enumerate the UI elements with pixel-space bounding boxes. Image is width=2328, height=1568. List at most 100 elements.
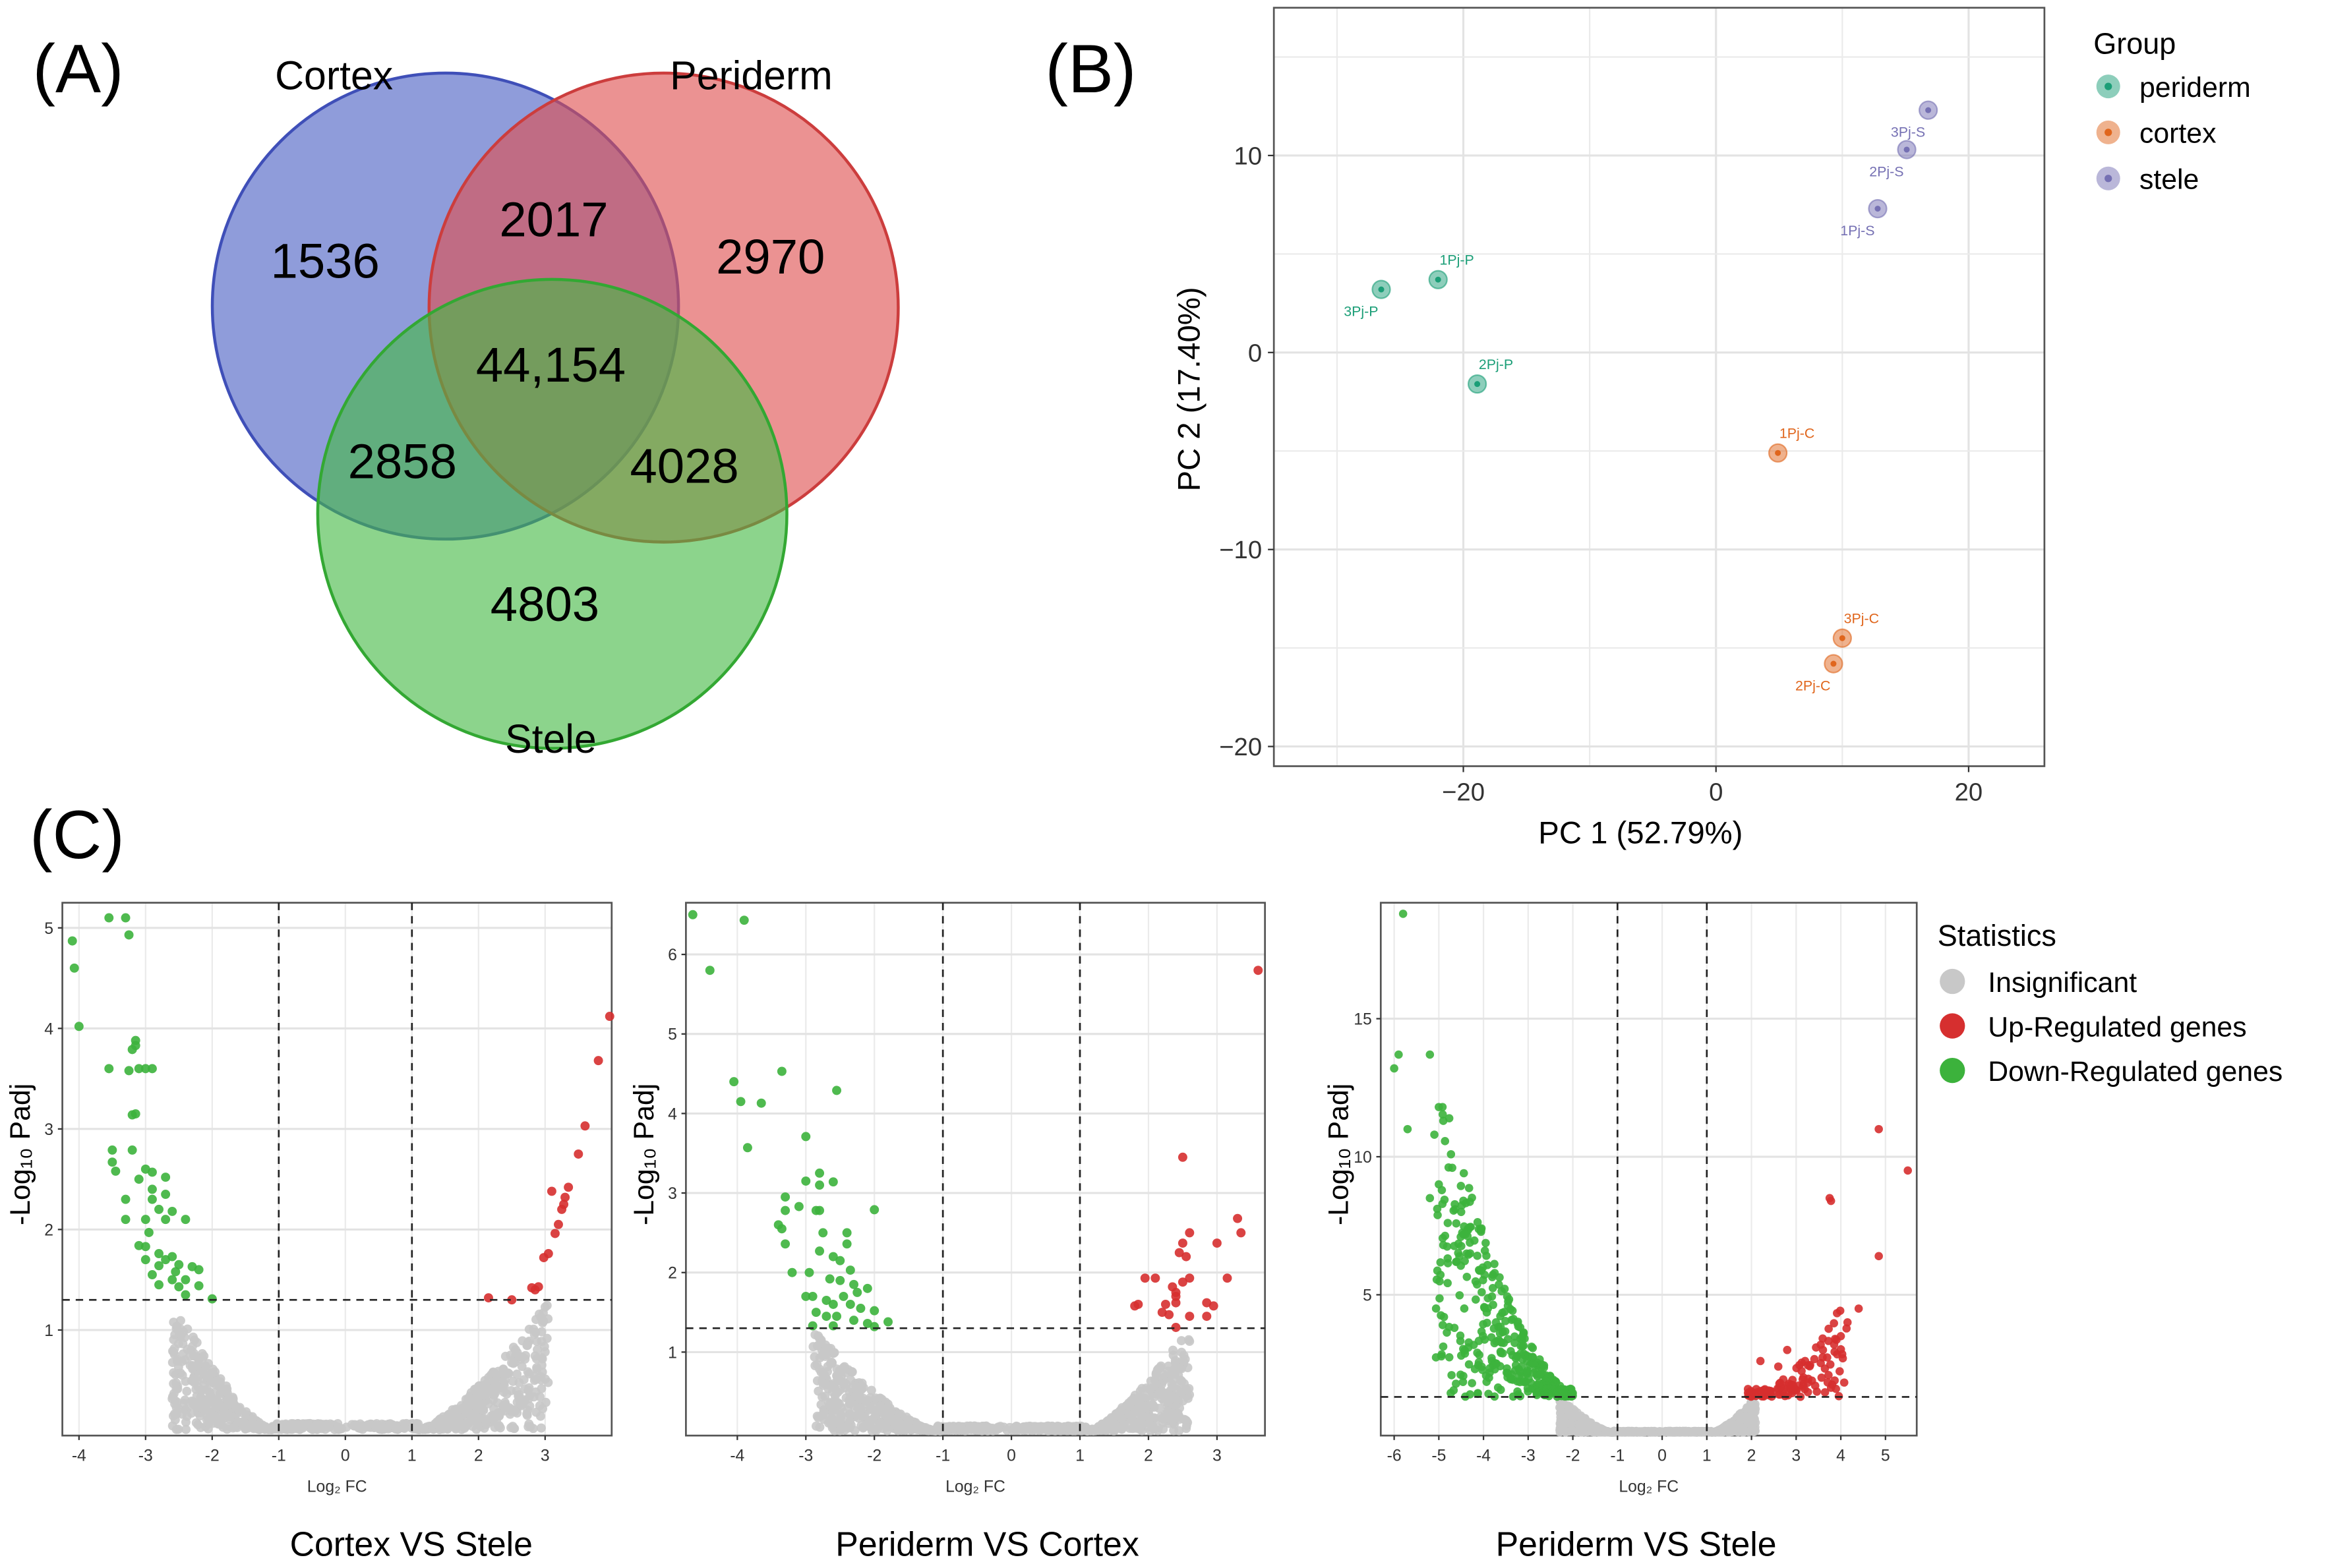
down-regulated-point (1511, 1354, 1520, 1363)
up-regulated-point (1178, 1152, 1187, 1162)
insignificant-point (912, 1421, 922, 1431)
down-regulated-point (1493, 1383, 1503, 1392)
volcano-title: Periderm VS Stele (1496, 1524, 1777, 1563)
insignificant-point (1171, 1394, 1181, 1404)
up-regulated-point (1160, 1300, 1170, 1309)
insignificant-point (1032, 1424, 1042, 1434)
down-regulated-point (1507, 1374, 1515, 1383)
insignificant-point (388, 1420, 398, 1430)
insignificant-point (833, 1401, 843, 1410)
x-tick-label: -1 (936, 1447, 950, 1465)
x-tick-label: 2 (1144, 1447, 1153, 1465)
x-axis-title: Log₂ FC (1619, 1478, 1679, 1496)
down-regulated-point (1479, 1275, 1487, 1285)
down-regulated-point (1513, 1319, 1522, 1328)
down-regulated-point (1456, 1182, 1466, 1190)
insignificant-point (1718, 1426, 1727, 1434)
x-tick-label: -2 (1566, 1447, 1580, 1465)
up-regulated-point (1164, 1310, 1174, 1320)
insignificant-point (525, 1401, 535, 1411)
insignificant-point (175, 1324, 185, 1334)
down-regulated-point (1425, 1194, 1435, 1203)
up-regulated-point (1790, 1384, 1799, 1393)
up-regulated-point (1812, 1343, 1820, 1352)
up-regulated-point (1836, 1306, 1845, 1316)
insignificant-point (182, 1386, 192, 1396)
down-regulated-point (1535, 1355, 1544, 1364)
insignificant-point (1750, 1406, 1758, 1415)
insignificant-point (541, 1397, 551, 1407)
down-regulated-point (1518, 1331, 1527, 1341)
venn-count-periderm-only: 2970 (716, 229, 825, 284)
down-regulated-point (1460, 1346, 1469, 1355)
insignificant-point (224, 1393, 234, 1403)
down-regulated-point (845, 1300, 855, 1309)
up-regulated-point (1854, 1304, 1863, 1313)
insignificant-point (815, 1422, 825, 1432)
down-regulated-point (127, 1145, 137, 1155)
insignificant-point (1137, 1419, 1147, 1429)
insignificant-point (1157, 1386, 1167, 1396)
insignificant-point (1730, 1421, 1739, 1430)
insignificant-point (537, 1337, 547, 1347)
insignificant-point (866, 1385, 876, 1395)
legend-label-periderm: periderm (2139, 72, 2251, 103)
down-regulated-point (1499, 1339, 1508, 1347)
insignificant-point (533, 1345, 543, 1354)
insignificant-point (1185, 1337, 1195, 1347)
down-regulated-point (1445, 1352, 1454, 1362)
down-regulated-point (1449, 1386, 1458, 1395)
down-regulated-point (167, 1206, 177, 1216)
insignificant-point (199, 1395, 209, 1405)
down-regulated-point (1459, 1169, 1468, 1178)
x-tick-label: 0 (1007, 1447, 1016, 1465)
insignificant-point (216, 1402, 225, 1412)
down-regulated-point (1483, 1318, 1491, 1327)
down-regulated-point (1460, 1304, 1469, 1313)
down-regulated-point (121, 1194, 131, 1204)
y-tick-label: −20 (1219, 733, 1262, 761)
y-tick-label: 4 (668, 1105, 677, 1123)
x-tick-label: 20 (1955, 778, 1983, 806)
down-regulated-point (828, 1177, 838, 1187)
insignificant-point (170, 1415, 180, 1425)
down-regulated-point (1439, 1312, 1448, 1321)
venn-label-stele: Stele (505, 716, 597, 761)
x-tick-label: 0 (1657, 1447, 1667, 1465)
up-regulated-point (1756, 1356, 1765, 1366)
x-tick-label: -3 (798, 1447, 813, 1465)
volcano-plot-periderm-vs-cortex: -4 -3 -2 -1 0 1 2 3 1 2 3 4 5 6 Log₂ FC -Log₁₀ Padj Peri… (628, 902, 1266, 1563)
down-regulated-point (1437, 1352, 1446, 1361)
down-regulated-point (1523, 1366, 1532, 1375)
up-regulated-point (1185, 1312, 1195, 1321)
down-regulated-point (1485, 1374, 1493, 1382)
insignificant-point (1148, 1401, 1158, 1410)
down-regulated-point (1435, 1103, 1443, 1111)
up-regulated-point (1824, 1324, 1833, 1333)
down-regulated-point (1518, 1355, 1527, 1364)
plot-frame (685, 902, 1266, 1437)
pca-point-center (1903, 146, 1910, 153)
down-regulated-point (147, 1167, 157, 1177)
y-tick-label: 6 (668, 946, 677, 964)
down-regulated-point (856, 1304, 866, 1314)
down-regulated-point (1459, 1372, 1468, 1381)
y-tick-label: 3 (44, 1121, 53, 1139)
up-regulated-point (1202, 1298, 1212, 1308)
insignificant-point (536, 1423, 546, 1433)
insignificant-point (846, 1409, 855, 1419)
y-tick-label: 1 (44, 1322, 53, 1340)
down-regulated-point (1513, 1387, 1522, 1396)
legend-key-center (2104, 175, 2112, 183)
insignificant-point (1048, 1425, 1058, 1435)
down-regulated-point (1464, 1360, 1474, 1369)
insignificant-point (820, 1370, 829, 1379)
up-regulated-point (1174, 1248, 1184, 1258)
insignificant-point (1648, 1428, 1656, 1437)
x-tick-label: -6 (1387, 1447, 1402, 1465)
legend-label-stele: stele (2139, 163, 2199, 195)
venn-label-periderm: Periderm (670, 53, 833, 98)
insignificant-point (1584, 1419, 1594, 1428)
down-regulated-point (811, 1308, 821, 1318)
up-regulated-point (1903, 1166, 1912, 1175)
